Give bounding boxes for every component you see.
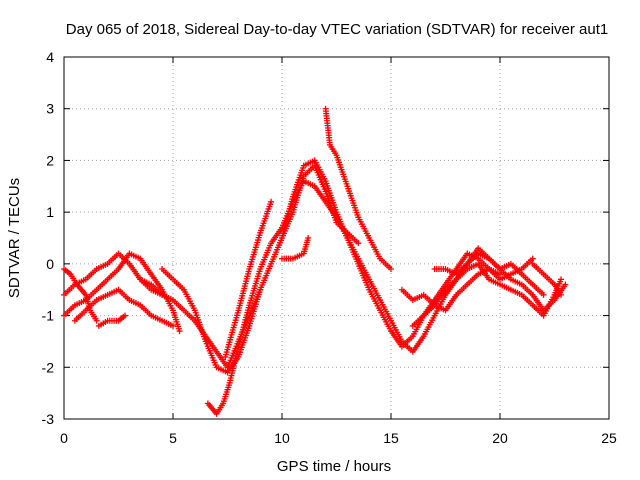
data-point — [497, 271, 503, 278]
y-tick-label: 3 — [46, 101, 54, 117]
series-track-12 — [279, 235, 312, 262]
data-point — [562, 281, 569, 288]
data-point — [268, 198, 275, 205]
series-track-4 — [95, 312, 129, 329]
series-track-15 — [431, 250, 547, 298]
series-track-11 — [322, 105, 394, 273]
y-tick-label: 2 — [46, 152, 54, 168]
data-point — [540, 291, 547, 298]
x-tick-label: 25 — [601, 430, 617, 446]
x-tick-label: 20 — [492, 430, 508, 446]
x-axis-label: GPS time / hours — [277, 458, 391, 475]
y-tick-label: -2 — [42, 359, 55, 375]
series-track-2 — [61, 250, 183, 335]
y-tick-label: 1 — [46, 204, 54, 220]
y-axis-label: SDTVAR / TECUs — [6, 178, 23, 298]
data-point — [355, 240, 362, 247]
data-point — [558, 291, 565, 298]
data-point — [558, 276, 565, 283]
series-track-9 — [222, 198, 275, 360]
x-tick-label: 10 — [274, 430, 290, 446]
plot-frame — [63, 56, 610, 420]
x-tick-label: 0 — [60, 430, 68, 446]
data-point — [529, 255, 536, 262]
data-point — [305, 235, 312, 241]
y-tick-label: -3 — [42, 411, 55, 427]
series-track-16 — [529, 260, 565, 298]
data-point — [170, 322, 176, 329]
series-track-5 — [61, 266, 100, 324]
data-points — [61, 105, 569, 417]
data-point — [122, 312, 129, 319]
y-tick-label: 4 — [46, 49, 54, 65]
axis-ticks: 0 5 10 15 20 25 -3 -2 -1 0 1 2 3 4 — [42, 49, 617, 446]
data-point — [93, 317, 100, 324]
data-point — [176, 328, 183, 335]
data-point — [388, 266, 394, 273]
y-tick-label: -1 — [42, 308, 55, 324]
x-tick-label: 5 — [169, 430, 177, 446]
y-tick-label: 0 — [46, 256, 54, 272]
chart-title: Day 065 of 2018, Sidereal Day-to-day VTE… — [66, 21, 608, 38]
x-tick-label: 15 — [383, 430, 399, 446]
grid-lines — [64, 57, 609, 419]
